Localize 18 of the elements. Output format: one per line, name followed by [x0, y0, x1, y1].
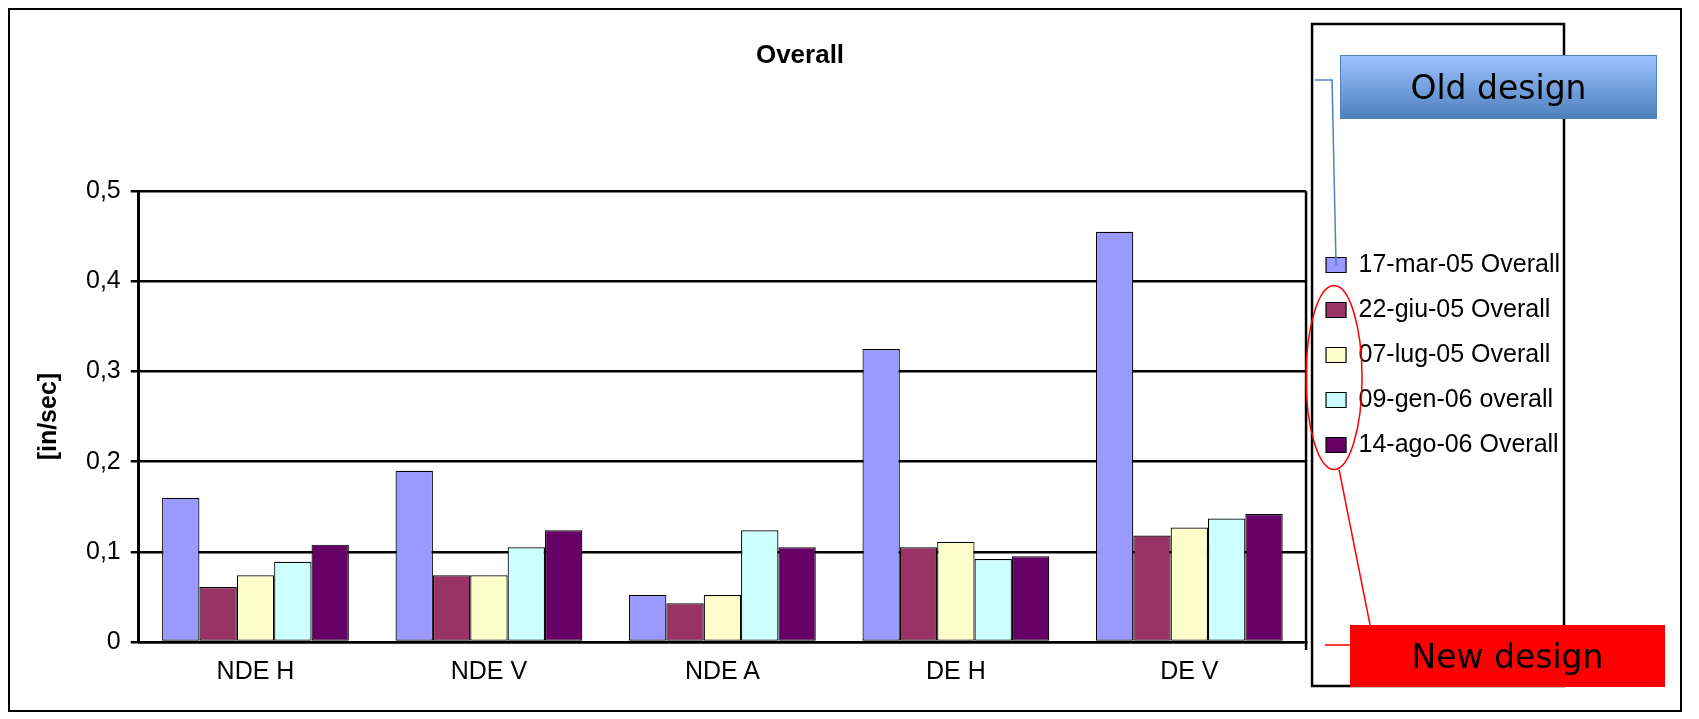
text: Old design	[1340, 55, 1657, 119]
y-axis-title: [in/sec]	[32, 372, 61, 461]
text: New design	[1350, 625, 1665, 687]
y-tick-label: 0,2	[85, 445, 121, 474]
legend-label: 22-giu-05 Overall	[1358, 293, 1551, 322]
y-tick-label: 0,5	[85, 175, 121, 204]
y-tick-label: 0,4	[85, 265, 121, 294]
y-tick-label: 0	[106, 625, 121, 654]
x-tick-label: DE H	[925, 655, 986, 684]
x-tick-label: NDE V	[450, 655, 528, 684]
y-tick-label: 0,1	[85, 535, 121, 564]
y-tick-label: 0,3	[85, 355, 121, 384]
x-tick-label: NDE A	[684, 655, 761, 684]
legend-label: 14-ago-06 Overall	[1358, 428, 1559, 457]
x-tick-label: DE V	[1160, 655, 1219, 684]
legend-label: 17-mar-05 Overall	[1358, 248, 1560, 277]
x-tick-label: NDE H	[216, 655, 295, 684]
chart-title: Overall	[755, 38, 845, 69]
